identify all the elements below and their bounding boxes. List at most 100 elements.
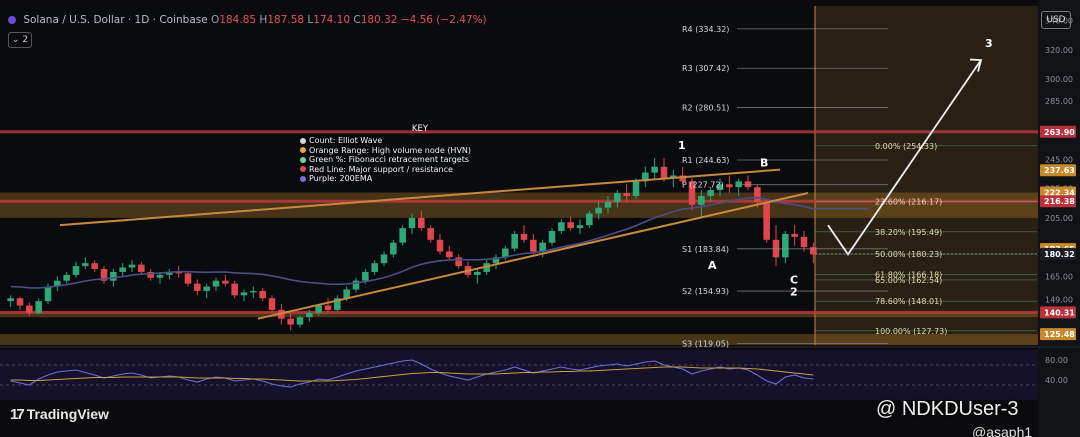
fib-label: 65.00% (162.54) <box>875 276 942 285</box>
fib-label: 50.00% (180.23) <box>875 250 942 259</box>
candle-body <box>390 242 397 255</box>
wedge-lower-line <box>257 192 809 320</box>
open-value: 184.85 <box>219 14 257 26</box>
price-tag <box>1040 306 1076 319</box>
candle-body <box>44 286 52 302</box>
candle-body <box>483 263 490 272</box>
key-item-label: Orange Range: High volume node (HVN) <box>309 145 472 155</box>
support-line <box>0 130 1038 134</box>
candle-body <box>539 242 546 252</box>
pivot-label: P (227.72) <box>682 181 724 190</box>
candle-body <box>306 312 313 318</box>
chevron-down-icon: ⌄ <box>11 35 20 45</box>
candle-body <box>623 193 630 196</box>
candle-body <box>800 236 808 248</box>
pivot-label: R4 (334.32) <box>682 25 729 34</box>
candle-body <box>436 239 444 252</box>
candle-body <box>7 298 14 302</box>
candle-body <box>502 248 509 258</box>
price-tag-label: 222.34 <box>1044 189 1075 198</box>
candle-body <box>334 298 341 310</box>
key-title: KEY <box>411 124 429 134</box>
candle-body <box>763 201 770 240</box>
candle-body <box>315 305 322 313</box>
y-tick-label: 165.00 <box>1045 272 1073 281</box>
price-tag-label: 237.63 <box>1044 166 1075 175</box>
candle-body <box>530 239 537 252</box>
price-tag <box>1040 195 1076 208</box>
candle-body <box>138 264 145 272</box>
candle-body <box>492 257 500 264</box>
key-dot-icon <box>300 156 306 163</box>
candle-body <box>735 181 742 188</box>
candle-body <box>119 267 126 272</box>
candle-body <box>203 286 210 291</box>
oscillator-line <box>10 359 814 388</box>
osc-tick-label: 40.00 <box>1045 376 1068 385</box>
key-dot-icon <box>300 175 306 182</box>
price-tag <box>1040 125 1076 138</box>
hvn-zone <box>0 192 1038 218</box>
candle-body <box>166 271 173 275</box>
ema-200-line <box>10 196 868 289</box>
candle-body <box>259 290 266 299</box>
key-item: Red Line: Major support / resistance <box>300 165 500 175</box>
candle-body <box>231 283 238 296</box>
candle-body <box>35 301 42 313</box>
candle-body <box>418 217 425 229</box>
y-tick-label: 285.00 <box>1045 97 1073 106</box>
candle-body <box>184 273 192 284</box>
candle-body <box>446 251 453 258</box>
close-value: 180.32 <box>360 14 398 26</box>
pivot-label: S3 (119.05) <box>682 339 729 348</box>
candle-body <box>72 266 80 275</box>
tradingview-mark-icon: 17 <box>10 406 25 423</box>
candle-body <box>651 166 658 173</box>
oscillator-signal-line <box>10 366 814 382</box>
y-tick-label: 320.00 <box>1045 46 1073 55</box>
key-dot-icon <box>300 166 306 172</box>
candle-body <box>54 280 61 287</box>
candle-body <box>754 187 761 202</box>
candle-body <box>586 213 593 226</box>
y-tick-label: 205.00 <box>1045 214 1073 223</box>
fib-label: 61.80% (166.18) <box>875 271 942 280</box>
key-item-label: Red Line: Major support / resistance <box>309 164 453 174</box>
chart-legend-key: KEY Count: Elliot Wave Orange Range: Hig… <box>300 124 500 184</box>
symbol-title[interactable]: Solana / U.S. Dollar · 1D · Coinbase <box>23 14 208 26</box>
candle-body <box>688 181 696 205</box>
key-item: Orange Range: High volume node (HVN) <box>300 146 500 156</box>
wave-label: 2 <box>790 285 798 298</box>
candle-body <box>240 292 248 296</box>
price-tag-label: 140.31 <box>1044 308 1075 317</box>
candle-body <box>371 263 378 272</box>
candle-body <box>632 181 640 196</box>
candle-body <box>63 274 70 281</box>
y-tick-label: 149.00 <box>1045 296 1073 305</box>
support-line <box>0 310 1038 314</box>
candle-body <box>156 274 164 278</box>
low-label: L <box>307 14 314 26</box>
high-label: H <box>259 14 268 26</box>
change-value: −4.56 (−2.47%) <box>400 14 487 26</box>
price-tag-label: 216.38 <box>1044 197 1075 206</box>
y-tick-label: 245.00 <box>1045 155 1073 164</box>
fib-label: 38.20% (195.49) <box>875 228 942 237</box>
tradingview-logo[interactable]: 17 TradingView <box>10 406 109 423</box>
wedge-upper-line <box>59 168 781 227</box>
currency-button[interactable]: USD <box>1041 11 1071 29</box>
y-tick-label: 340.00 <box>1045 17 1073 26</box>
indicator-count: 2 <box>22 35 29 45</box>
key-item-label: Count: Elliot Wave <box>309 136 383 145</box>
fib-label: 100.00% (127.73) <box>875 327 947 336</box>
osc-tick-label: 80.00 <box>1045 356 1068 365</box>
candle-body <box>16 298 24 306</box>
support-line <box>0 199 1038 203</box>
candle-body <box>250 290 257 293</box>
candle-body <box>642 172 649 182</box>
candle-body <box>698 195 705 205</box>
candle-body <box>679 175 686 182</box>
key-item-label: Green %: Fibonacci retracement targets <box>309 155 469 164</box>
indicator-collapse-button[interactable]: ⌄ 2 <box>8 32 32 48</box>
